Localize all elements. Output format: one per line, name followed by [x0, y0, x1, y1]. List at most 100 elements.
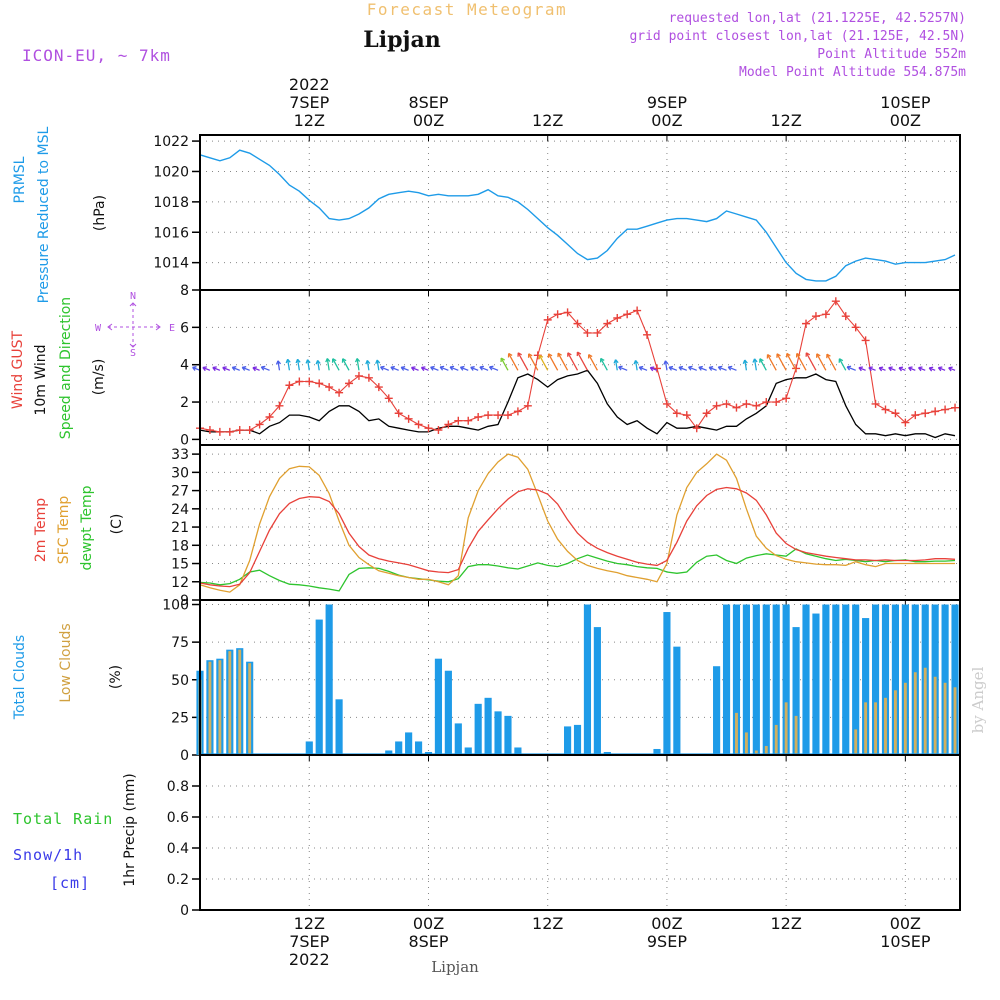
precip-label-c: [cm] [50, 874, 90, 892]
gust-marker [772, 398, 781, 407]
temp-labels: 2m Temp SFC Temp dewpt Temp (C) [33, 485, 125, 570]
wind-arrow-head [587, 353, 593, 359]
total-cloud-bar [315, 619, 323, 755]
y-tick-label: 1022 [153, 134, 189, 150]
low-cloud-bar [794, 715, 798, 755]
gust-marker [931, 407, 940, 416]
gust-marker [573, 319, 582, 328]
total-cloud-bar [573, 724, 582, 755]
temp-unit: (C) [109, 514, 125, 535]
top-time-label: 00Z [890, 111, 921, 130]
gust-marker [613, 314, 622, 323]
gust-marker [941, 405, 950, 414]
gust-marker [861, 336, 870, 345]
wind-arrow-head [846, 365, 852, 371]
wind-arrow [332, 358, 340, 371]
y-tick-label: 21 [171, 520, 189, 536]
gust-marker [871, 399, 880, 408]
wind-label-c: Speed and Direction [58, 297, 74, 439]
total-cloud-bar [325, 604, 333, 755]
total-cloud-bar [762, 604, 770, 755]
total-cloud-bar [802, 604, 810, 755]
low-cloud-bar [228, 651, 232, 755]
bottom-time-label: 12Z [770, 914, 801, 933]
wind-arrow [421, 366, 429, 371]
precip-label-a: Total Rain [13, 810, 113, 828]
wind-arrow-head [937, 366, 943, 372]
cloud-panel: 0 25 50 75 100 [162, 598, 961, 764]
temp-y-axis: 9 12 15 18 21 24 27 30 33 [171, 445, 906, 609]
wind-labels: Wind GUST 10m Wind Speed and Direction (… [10, 291, 175, 439]
bottom-time-label: 00Z [413, 914, 444, 933]
low-cloud-bar [754, 750, 758, 755]
wind-arrow [277, 360, 281, 371]
wind-speed-line [199, 369, 956, 439]
low-cloud-bar [218, 660, 222, 755]
y-tick-label: 2 [180, 395, 189, 411]
wind-arrow-head [678, 365, 684, 371]
wind-arrow [639, 366, 648, 371]
low-cloud-bar [884, 697, 887, 755]
wind-arrow-head [479, 365, 484, 371]
wind-arrow-head [222, 366, 227, 372]
wind-arrow [664, 360, 668, 371]
wind-arrow-head [613, 359, 619, 364]
wind-arrow-head [538, 354, 544, 360]
total-cloud-bar [673, 646, 681, 755]
wind-arrow-head [439, 365, 445, 371]
wind-arrow [317, 360, 320, 371]
top-time-label: 9SEP [647, 93, 687, 112]
gust-marker [354, 371, 363, 380]
low-cloud-bar [933, 676, 937, 755]
wind-arrow [479, 366, 489, 371]
wind-arrow [306, 359, 310, 371]
wind-arrow-head [649, 366, 655, 372]
product-title: Forecast Meteogram [367, 0, 567, 19]
low-cloud-bar [943, 682, 947, 755]
total-cloud-bar [653, 748, 661, 755]
gust-marker [215, 427, 224, 436]
wind-arrow [400, 366, 409, 371]
wind-arrow [470, 366, 479, 371]
y-tick-label: 15 [171, 557, 189, 573]
gust-marker [831, 297, 840, 306]
wind-arrow-head [618, 365, 623, 371]
wind-arrow-head [776, 353, 781, 358]
wind-series [192, 297, 960, 439]
wind-arrow [744, 359, 748, 371]
total-cloud-bar [732, 604, 741, 755]
total-cloud-bar [405, 732, 413, 755]
wind-arrow-head [668, 365, 674, 371]
wind-arrow-head [868, 366, 873, 372]
wind-arrow-head [567, 352, 572, 357]
gust-marker [652, 364, 661, 373]
low-cloud-bar [854, 729, 858, 755]
wind-arrow-head [390, 365, 395, 371]
temp-label-b: SFC Temp [56, 496, 72, 565]
wind-arrow-head [557, 352, 562, 358]
top-time-label: 2022 [289, 75, 330, 94]
gust-marker [474, 412, 483, 421]
model-label: ICON-EU, ~ 7km [22, 46, 171, 65]
wind-arrow-head [759, 358, 764, 363]
gust-marker [841, 312, 850, 321]
wind-arrow-head [838, 358, 844, 363]
gust-marker [335, 388, 344, 397]
bottom-time-label: 10SEP [880, 932, 931, 951]
gust-marker [275, 401, 284, 410]
gust-marker [235, 426, 244, 435]
wind-arrow-head [449, 365, 455, 371]
y-tick-label: 1020 [153, 164, 189, 180]
gust-marker [921, 409, 930, 418]
wind-arrow-head [599, 357, 605, 363]
wind-arrow [449, 366, 459, 371]
location-title: Lipjan [363, 27, 440, 53]
gust-marker [553, 310, 562, 319]
wind-arrow [786, 353, 797, 371]
gust-marker [513, 407, 522, 416]
pressure-label-a: PRMSL [12, 156, 28, 203]
top-time-label: 10SEP [880, 93, 931, 112]
wind-arrow [567, 352, 579, 371]
wind-arrow [776, 353, 787, 371]
total-cloud-bar [881, 604, 890, 755]
